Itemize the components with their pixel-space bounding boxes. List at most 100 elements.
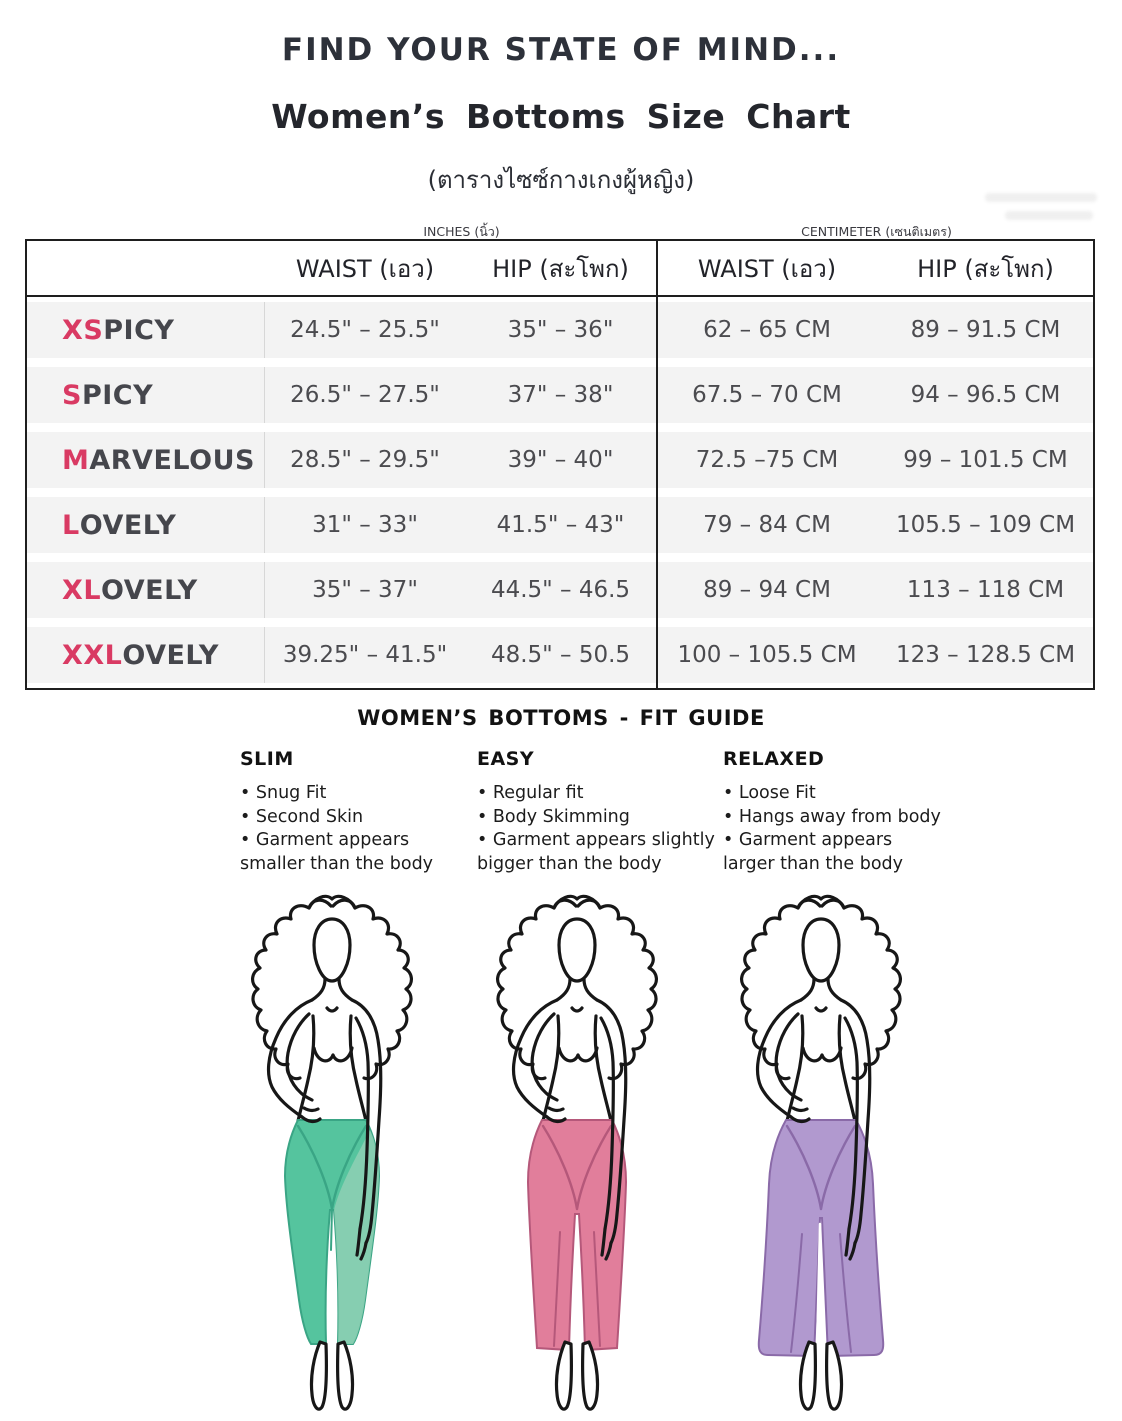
waist-cm-value: 89 – 94 CM	[703, 577, 831, 603]
figure-face	[557, 917, 597, 983]
fit-column-easy: EASY • Regular fit • Body Skimming • Garmen…	[477, 748, 727, 876]
size-name-prefix: L	[62, 509, 80, 541]
fit-figure-easy	[472, 892, 682, 1421]
table-section-divider	[656, 239, 658, 690]
hip-cm-header: HIP (สะโพก)	[917, 254, 1054, 283]
waist-cm-value: 67.5 – 70 CM	[692, 382, 842, 408]
inches-unit-label: INCHES (นิ้ว)	[423, 224, 500, 239]
fit-figure-slim	[227, 892, 437, 1421]
fit-detail-line: • Hangs away from body	[723, 806, 941, 827]
fit-detail-line: • Regular fit	[477, 783, 584, 803]
size-name-suffix: PICY	[81, 379, 154, 411]
size-name-prefix: S	[62, 379, 82, 411]
size-name: XS PICY	[27, 302, 265, 358]
table-row: M ARVELOUS 28.5" – 29.5" 39" – 40" 72.5 –75 …	[27, 432, 1093, 488]
size-table-rows: XS PICY 24.5" – 25.5" 35" – 36" 62 – 65 CM 89…	[27, 302, 1093, 683]
hip-in-value: 41.5" – 43"	[496, 512, 625, 538]
faint-watermark	[985, 193, 1097, 227]
hip-in-value: 39" – 40"	[507, 447, 614, 473]
waist-inches-header: WAIST (เอว)	[295, 254, 435, 283]
table-row: S PICY 26.5" – 27.5" 37" – 38" 67.5 – 70 CM 9…	[27, 367, 1093, 423]
figure-feet	[309, 1340, 355, 1411]
fit-column-slim: SLIM • Snug Fit • Second Skin • Garment app…	[240, 748, 490, 876]
fit-name-slim: SLIM	[240, 748, 294, 770]
figure-pants-relaxed	[757, 1119, 885, 1358]
watermark-line	[1005, 211, 1093, 220]
figure-feet	[798, 1340, 844, 1411]
figure-hair	[251, 894, 414, 1081]
page-title: FIND YOUR STATE OF MIND...	[281, 32, 841, 68]
table-row: XS PICY 24.5" – 25.5" 35" – 36" 62 – 65 CM 89…	[27, 302, 1093, 358]
size-name-prefix: XS	[62, 314, 104, 346]
fit-guide-title: WOMEN’S BOTTOMS - FIT GUIDE	[357, 706, 765, 730]
size-name-suffix: OVELY	[79, 509, 177, 541]
hip-in-value: 35" – 36"	[507, 317, 614, 343]
size-name-suffix: OVELY	[122, 639, 219, 671]
hip-inches-header: HIP (สะโพก)	[492, 254, 629, 283]
figure-feet	[554, 1340, 600, 1411]
fit-detail-line: smaller than the body	[240, 853, 434, 874]
figure-hair	[740, 894, 903, 1081]
waist-in-value: 24.5" – 25.5"	[290, 317, 440, 343]
fit-detail-line: • Garment appears	[240, 830, 410, 850]
hip-cm-value: 99 – 101.5 CM	[903, 447, 1068, 473]
fit-detail-line: • Loose Fit	[723, 783, 816, 803]
size-name: XL OVELY	[27, 562, 265, 618]
hip-cm-value: 123 – 128.5 CM	[895, 642, 1076, 668]
figure-pants-easy	[526, 1119, 628, 1352]
size-name-suffix: PICY	[103, 314, 175, 346]
figure-torso	[541, 1014, 613, 1123]
waist-cm-value: 100 – 105.5 CM	[677, 642, 857, 668]
fit-detail-line: • Body Skimming	[477, 806, 630, 827]
size-name: L OVELY	[27, 497, 265, 553]
figure-easy	[496, 894, 659, 1411]
waist-cm-value: 72.5 –75 CM	[695, 447, 839, 473]
figure-arms	[266, 998, 383, 1261]
fit-detail-line: bigger than the body	[477, 853, 662, 874]
figure-torso	[296, 1014, 368, 1123]
page-subtitle-thai: (ตารางไซซ์กางเกงผู้หญิง)	[427, 166, 695, 194]
size-table: WAIST (เอว) HIP (สะโพก) WAIST (เอว) HIP …	[25, 239, 1095, 690]
figure-face	[312, 917, 352, 983]
size-name-prefix: M	[62, 444, 90, 476]
waist-cm-value: 79 – 84 CM	[703, 512, 831, 538]
waist-cm-value: 62 – 65 CM	[703, 317, 831, 343]
figure-face	[801, 917, 841, 983]
size-name: XXL OVELY	[27, 627, 265, 683]
table-row: XXL OVELY 39.25" – 41.5" 48.5" – 50.5 100 – …	[27, 627, 1093, 683]
fit-name-easy: EASY	[477, 748, 535, 770]
hip-cm-value: 94 – 96.5 CM	[910, 382, 1061, 408]
waist-in-value: 39.25" – 41.5"	[282, 642, 448, 668]
hip-in-value: 37" – 38"	[507, 382, 614, 408]
size-name: S PICY	[27, 367, 265, 423]
fit-detail-line: • Garment appears slightly	[477, 830, 715, 850]
figure-relaxed	[740, 894, 903, 1411]
hip-cm-value: 89 – 91.5 CM	[910, 317, 1061, 343]
fit-detail-line: • Second Skin	[240, 806, 364, 827]
waist-cm-header: WAIST (เอว)	[697, 254, 837, 283]
watermark-line	[985, 193, 1097, 202]
figure-arms	[511, 998, 628, 1261]
fit-name-relaxed: RELAXED	[723, 748, 825, 770]
waist-in-value: 35" – 37"	[312, 577, 418, 603]
waist-in-value: 26.5" – 27.5"	[290, 382, 440, 408]
size-name: M ARVELOUS	[27, 432, 265, 488]
figure-slim	[251, 894, 414, 1411]
size-name-prefix: XL	[62, 574, 102, 606]
figure-torso	[785, 1014, 857, 1123]
fit-detail-line: larger than the body	[723, 853, 903, 874]
figure-hair	[496, 894, 659, 1081]
centimeter-unit-label: CENTIMETER (เซนติเมตร)	[801, 224, 952, 239]
fit-detail-line: • Garment appears	[723, 830, 893, 850]
table-header-row: WAIST (เอว) HIP (สะโพก) WAIST (เอว) HIP …	[27, 241, 1093, 297]
waist-in-value: 28.5" – 29.5"	[290, 447, 440, 473]
table-row: L OVELY 31" – 33" 41.5" – 43" 79 – 84 CM 105.…	[27, 497, 1093, 553]
fit-figures	[0, 892, 1122, 1421]
fit-column-relaxed: RELAXED • Loose Fit • Hangs away from body…	[723, 748, 973, 876]
size-name-suffix: ARVELOUS	[89, 444, 255, 476]
fit-detail-line: • Snug Fit	[240, 783, 327, 803]
size-name-prefix: XXL	[62, 639, 123, 671]
page-subtitle: Women’s Bottoms Size Chart	[271, 97, 851, 136]
table-row: XL OVELY 35" – 37" 44.5" – 46.5 89 – 94 CM 11…	[27, 562, 1093, 618]
